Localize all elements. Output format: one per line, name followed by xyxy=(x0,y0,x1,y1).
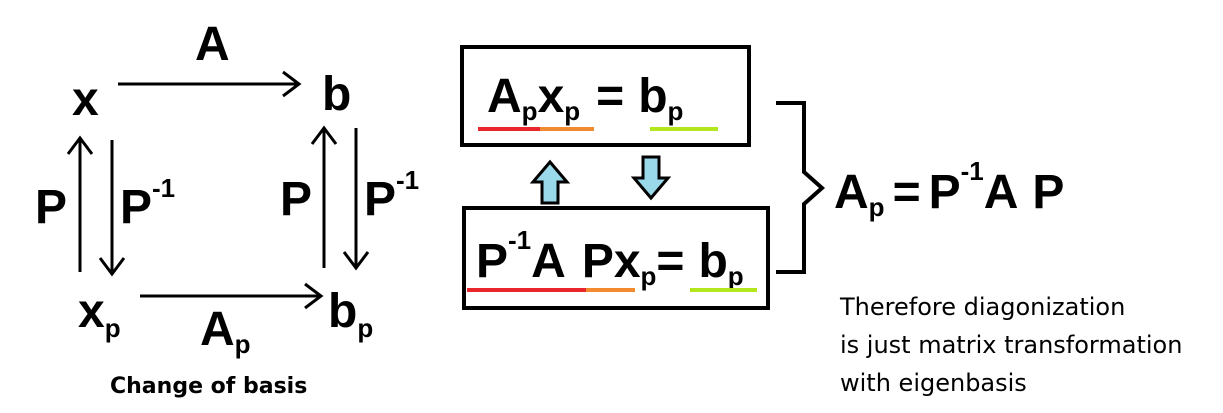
up-block-arrow xyxy=(529,159,571,205)
arrow-xp-to-bp xyxy=(140,282,324,310)
down-block-arrow xyxy=(630,155,672,201)
arrow-xp-to-x xyxy=(66,135,94,272)
node-x: x xyxy=(72,73,99,126)
node-b: b xyxy=(322,68,351,121)
arrow-x-to-xp xyxy=(98,140,126,277)
node-bp: bp xyxy=(328,285,373,343)
equation-box-top xyxy=(460,45,751,147)
equation-box-bottom xyxy=(462,206,770,310)
edge-label-P-left: P xyxy=(35,181,67,234)
caption: Change of basis xyxy=(110,374,307,399)
brace xyxy=(776,101,826,274)
note-line-3: with eigenbasis xyxy=(840,369,1027,397)
arrow-x-to-b xyxy=(118,70,302,98)
edge-label-A: A xyxy=(195,18,230,71)
note-line-2: is just matrix transformation xyxy=(840,331,1182,359)
result-equation: Ap = P-1A P xyxy=(834,156,1064,222)
node-xp: xp xyxy=(78,285,121,343)
edge-label-P-right: P xyxy=(280,173,312,226)
note-line-1: Therefore diagonization xyxy=(839,293,1125,321)
arrow-bp-to-b xyxy=(310,125,338,268)
edge-label-Pinv-left: P-1 xyxy=(120,173,175,234)
arrow-b-to-bp xyxy=(342,128,370,271)
edge-label-Pinv-right: P-1 xyxy=(364,165,419,226)
equation-top: Apxp = bp xyxy=(487,70,683,126)
equation-bottom: P-1A Pxp= bp xyxy=(476,225,744,291)
edge-label-Ap: Ap xyxy=(200,303,251,359)
